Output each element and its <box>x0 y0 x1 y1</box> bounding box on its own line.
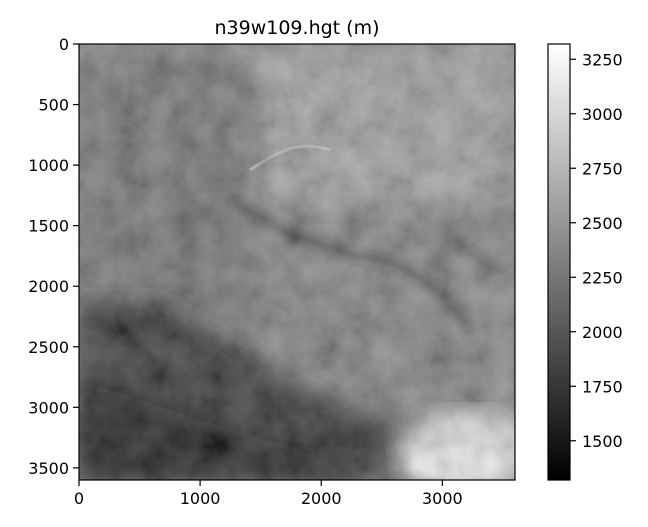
plot-frame <box>78 43 516 481</box>
y-axis: 0 500 1000 1500 2000 2500 3000 3500 <box>28 35 79 478</box>
y-tick-label: 2000 <box>28 277 69 296</box>
colorbar: 1500 1750 2000 2250 2500 2750 3000 3250 <box>547 43 623 481</box>
x-tick-label: 1000 <box>180 489 221 508</box>
colorbar-tick-label: 1750 <box>582 377 623 396</box>
colorbar-gradient <box>547 43 571 481</box>
colorbar-tick-label: 2000 <box>582 323 623 342</box>
colorbar-tick-label: 2250 <box>582 268 623 287</box>
colorbar-tick-label: 3250 <box>582 50 623 69</box>
y-tick-label: 1000 <box>28 156 69 175</box>
y-tick-label: 1500 <box>28 217 69 236</box>
heatmap-image <box>79 44 515 480</box>
colorbar-tick-label: 2500 <box>582 214 623 233</box>
chart-title: n39w109.hgt (m) <box>215 17 380 39</box>
colorbar-ticks: 1500 1750 2000 2250 2500 2750 3000 3250 <box>570 50 623 451</box>
y-tick-label: 500 <box>38 96 69 115</box>
x-tick-label: 0 <box>74 489 84 508</box>
y-tick-label: 3500 <box>28 459 69 478</box>
x-tick-label: 2000 <box>301 489 342 508</box>
colorbar-tick-label: 1500 <box>582 432 623 451</box>
colorbar-tick-label: 3000 <box>582 105 623 124</box>
colorbar-tick-label: 2750 <box>582 159 623 178</box>
y-tick-label: 0 <box>59 35 69 54</box>
y-tick-label: 3000 <box>28 398 69 417</box>
x-axis: 0 1000 2000 3000 <box>74 480 463 508</box>
y-tick-label: 2500 <box>28 338 69 357</box>
x-tick-label: 3000 <box>422 489 463 508</box>
